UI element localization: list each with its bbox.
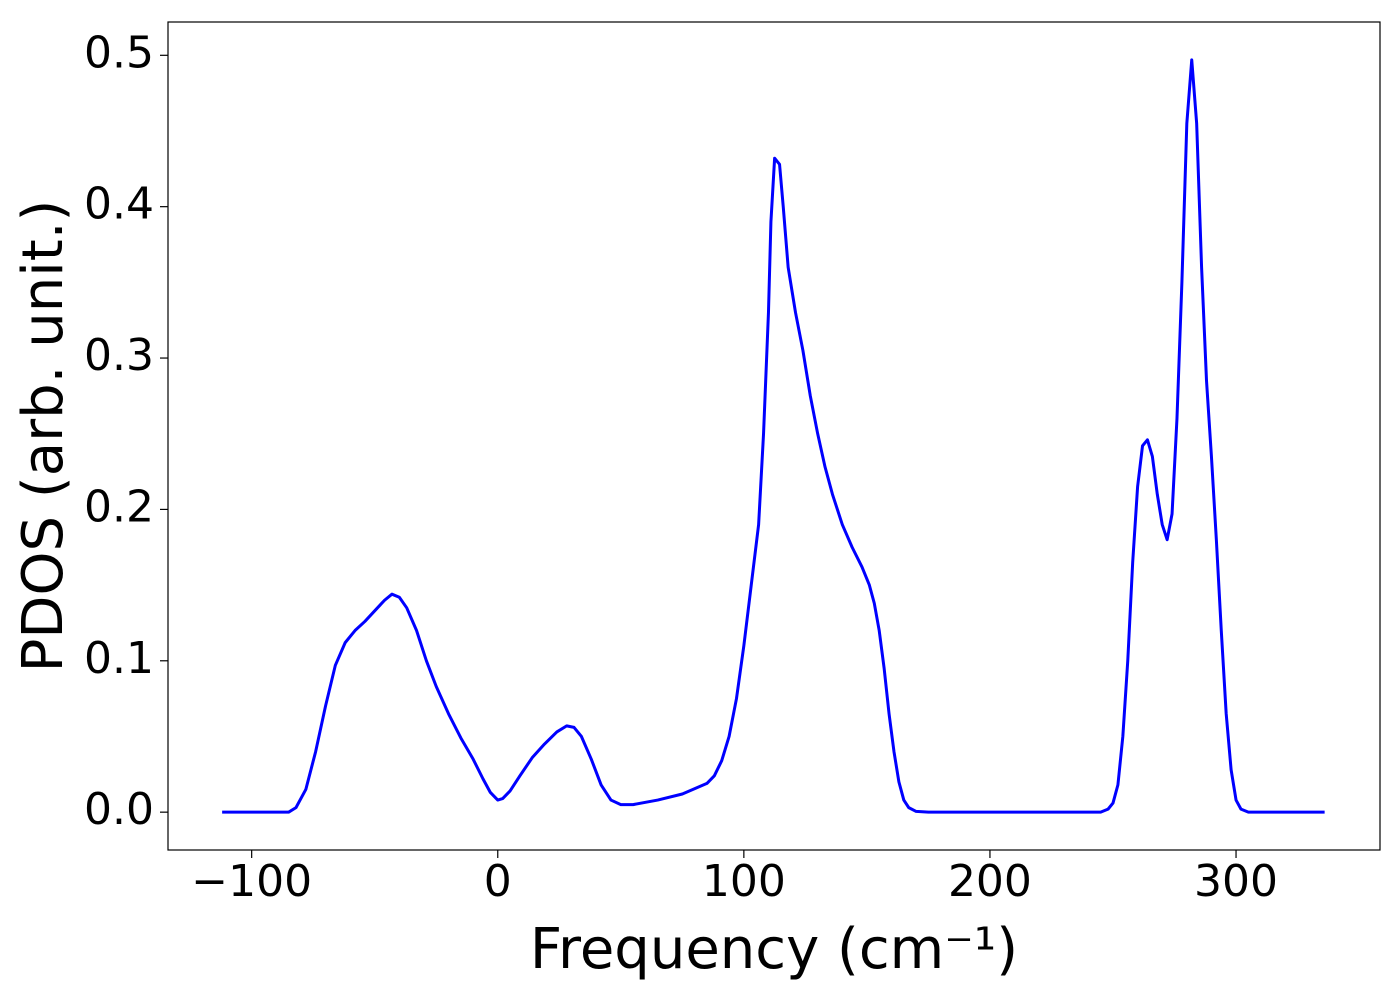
x-tick-label: 0 xyxy=(484,856,512,907)
y-axis-label: PDOS (arb. unit.) xyxy=(11,200,76,673)
y-tick-label: 0.1 xyxy=(84,633,154,684)
y-tick-label: 0.2 xyxy=(84,481,154,532)
y-tick-label: 0.5 xyxy=(84,27,154,78)
x-tick-label: −100 xyxy=(191,856,312,907)
y-tick-label: 0.4 xyxy=(84,179,154,230)
x-axis-label: Frequency (cm⁻¹) xyxy=(530,917,1018,982)
x-tick-label: 200 xyxy=(948,856,1032,907)
y-tick-label: 0.3 xyxy=(84,330,154,381)
y-tick-label: 0.0 xyxy=(84,784,154,835)
line-series xyxy=(222,58,1325,814)
x-tick-label: 300 xyxy=(1194,856,1278,907)
x-tick-label: 100 xyxy=(702,856,786,907)
plot-frame xyxy=(167,21,1381,851)
